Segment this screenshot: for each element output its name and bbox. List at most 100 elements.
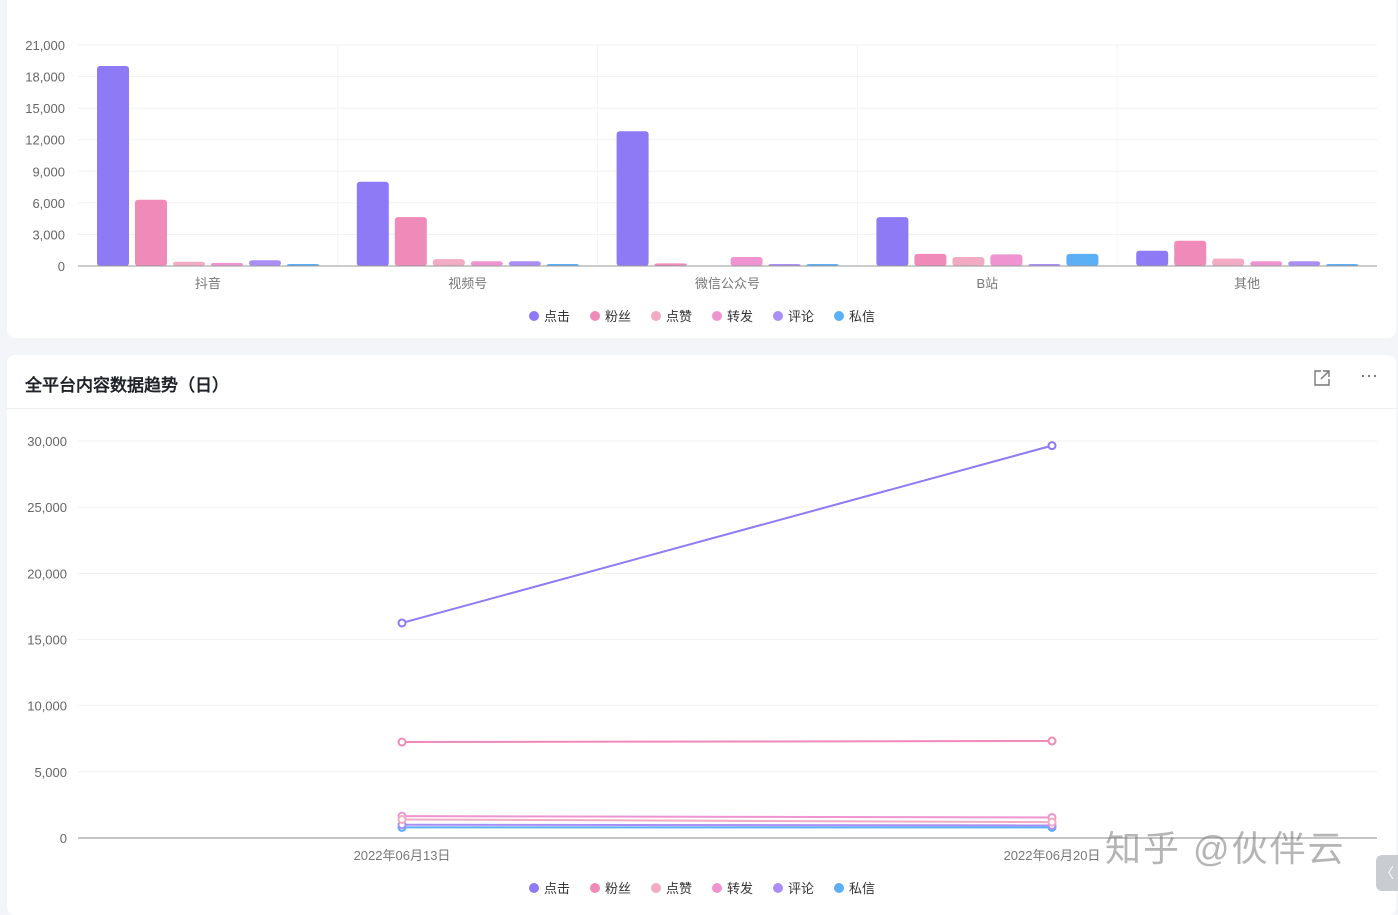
legend-marker [529, 883, 539, 893]
point-点击 [1047, 441, 1057, 451]
point-点赞 [397, 814, 407, 824]
y-tick-label: 0 [60, 831, 67, 846]
bar-评论 [249, 260, 281, 266]
x-tick-label: 抖音 [195, 276, 221, 291]
x-tick-label: 2022年06月20日 [1004, 848, 1101, 863]
legend-label: 点击 [544, 309, 570, 324]
platform-bar-chart-card: 0 3,000 6,000 9,000 12,000 15,000 18,000 21,000… [7, 0, 1396, 338]
y-tick-label: 5,000 [34, 765, 67, 780]
bar-点击 [356, 181, 389, 266]
bar-粉丝 [1174, 240, 1207, 266]
y-tick-label: 20,000 [27, 566, 67, 581]
point-点赞 [1047, 817, 1057, 827]
legend-marker [773, 883, 783, 893]
x-tick-label: 微信公众号 [695, 276, 760, 291]
legend-item-5[interactable]: 私信 [834, 881, 875, 896]
legend-marker [834, 311, 844, 321]
bar-粉丝 [914, 253, 947, 266]
bar-粉丝 [394, 217, 427, 266]
y-tick-label: 15,000 [27, 633, 67, 648]
bar-私信 [1066, 253, 1099, 266]
line-评论 [401, 823, 1053, 827]
bar-粉丝 [654, 263, 687, 266]
bar-转发 [1250, 261, 1283, 266]
bar-点赞 [1212, 258, 1245, 266]
external-link-icon[interactable] [1313, 369, 1331, 392]
divider [7, 408, 1396, 409]
line-点赞 [401, 818, 1053, 824]
legend-label: 评论 [788, 881, 814, 896]
legend-item-3[interactable]: 转发 [712, 309, 753, 324]
y-tick-label: 15,000 [25, 101, 65, 116]
bar-点赞 [952, 257, 985, 266]
y-tick-label: 10,000 [27, 699, 67, 714]
legend-marker [712, 311, 722, 321]
bar-转发 [470, 261, 503, 266]
x-tick-label: 其他 [1234, 276, 1260, 291]
legend-marker [590, 883, 600, 893]
point-粉丝 [1047, 736, 1057, 746]
legend-item-4[interactable]: 评论 [773, 309, 814, 324]
point-点击 [397, 618, 407, 628]
y-tick-label: 25,000 [27, 500, 67, 515]
line-点击 [401, 444, 1053, 624]
legend-item-2[interactable]: 点赞 [651, 881, 692, 896]
legend-item-2[interactable]: 点赞 [651, 309, 692, 324]
legend-marker [773, 311, 783, 321]
legend-label: 粉丝 [605, 309, 631, 324]
legend-marker [834, 883, 844, 893]
y-tick-label: 30,000 [27, 434, 67, 449]
legend-item-5[interactable]: 私信 [834, 309, 875, 324]
legend-marker [529, 311, 539, 321]
legend-item-1[interactable]: 粉丝 [590, 881, 631, 896]
bar-评论 [1288, 261, 1321, 266]
legend-item-1[interactable]: 粉丝 [590, 309, 631, 324]
y-tick-label: 0 [58, 259, 65, 274]
y-tick-label: 12,000 [25, 133, 65, 148]
y-tick-label: 3,000 [32, 227, 65, 242]
y-tick-label: 9,000 [32, 164, 65, 179]
bar-点击 [616, 131, 649, 266]
point-粉丝 [397, 737, 407, 747]
legend-marker [651, 883, 661, 893]
bar-转发 [211, 262, 243, 266]
legend-marker [651, 311, 661, 321]
card-title: 全平台内容数据趋势（日） [25, 376, 229, 395]
legend-label: 粉丝 [605, 881, 631, 896]
legend-item-4[interactable]: 评论 [773, 881, 814, 896]
bar-点赞 [173, 261, 205, 266]
legend-label: 点赞 [666, 881, 692, 896]
bar-chart: 0 3,000 6,000 9,000 12,000 15,000 18,000 21,000… [25, 38, 1377, 324]
bar-点击 [1136, 250, 1169, 266]
y-tick-label: 6,000 [32, 196, 65, 211]
line-粉丝 [401, 739, 1053, 744]
legend-label: 私信 [849, 309, 875, 324]
y-tick-label: 18,000 [25, 70, 65, 85]
bar-点赞 [432, 259, 465, 266]
bar-转发 [990, 254, 1023, 266]
y-tick-label: 21,000 [25, 38, 65, 53]
bar-转发 [730, 257, 763, 266]
legend-item-0[interactable]: 点击 [529, 309, 570, 324]
trend-line-chart-card: 全平台内容数据趋势（日） ··· 0 5,000 10,000 15,000 20,00… [7, 355, 1396, 915]
legend-marker [712, 883, 722, 893]
legend-item-0[interactable]: 点击 [529, 881, 570, 896]
legend-label: 转发 [727, 309, 753, 324]
legend-label: 点击 [544, 881, 570, 896]
line-chart: 0 5,000 10,000 15,000 20,000 25,000 30,000 2022… [27, 434, 1377, 896]
x-tick-label: B站 [976, 276, 998, 291]
legend-item-3[interactable]: 转发 [712, 881, 753, 896]
legend-marker [590, 311, 600, 321]
more-icon[interactable]: ··· [1360, 365, 1378, 385]
collapse-handle[interactable]: 〈 [1376, 855, 1398, 891]
legend-label: 转发 [727, 881, 753, 896]
legend-label: 私信 [849, 881, 875, 896]
bar-评论 [508, 261, 541, 266]
watermark: 知乎 @伙伴云 [1105, 828, 1346, 869]
line-转发 [401, 815, 1053, 819]
bar-点击 [876, 217, 909, 266]
legend-label: 评论 [788, 309, 814, 324]
bar-粉丝 [135, 199, 167, 266]
bar-点击 [97, 66, 129, 266]
x-tick-label: 视频号 [448, 276, 487, 291]
